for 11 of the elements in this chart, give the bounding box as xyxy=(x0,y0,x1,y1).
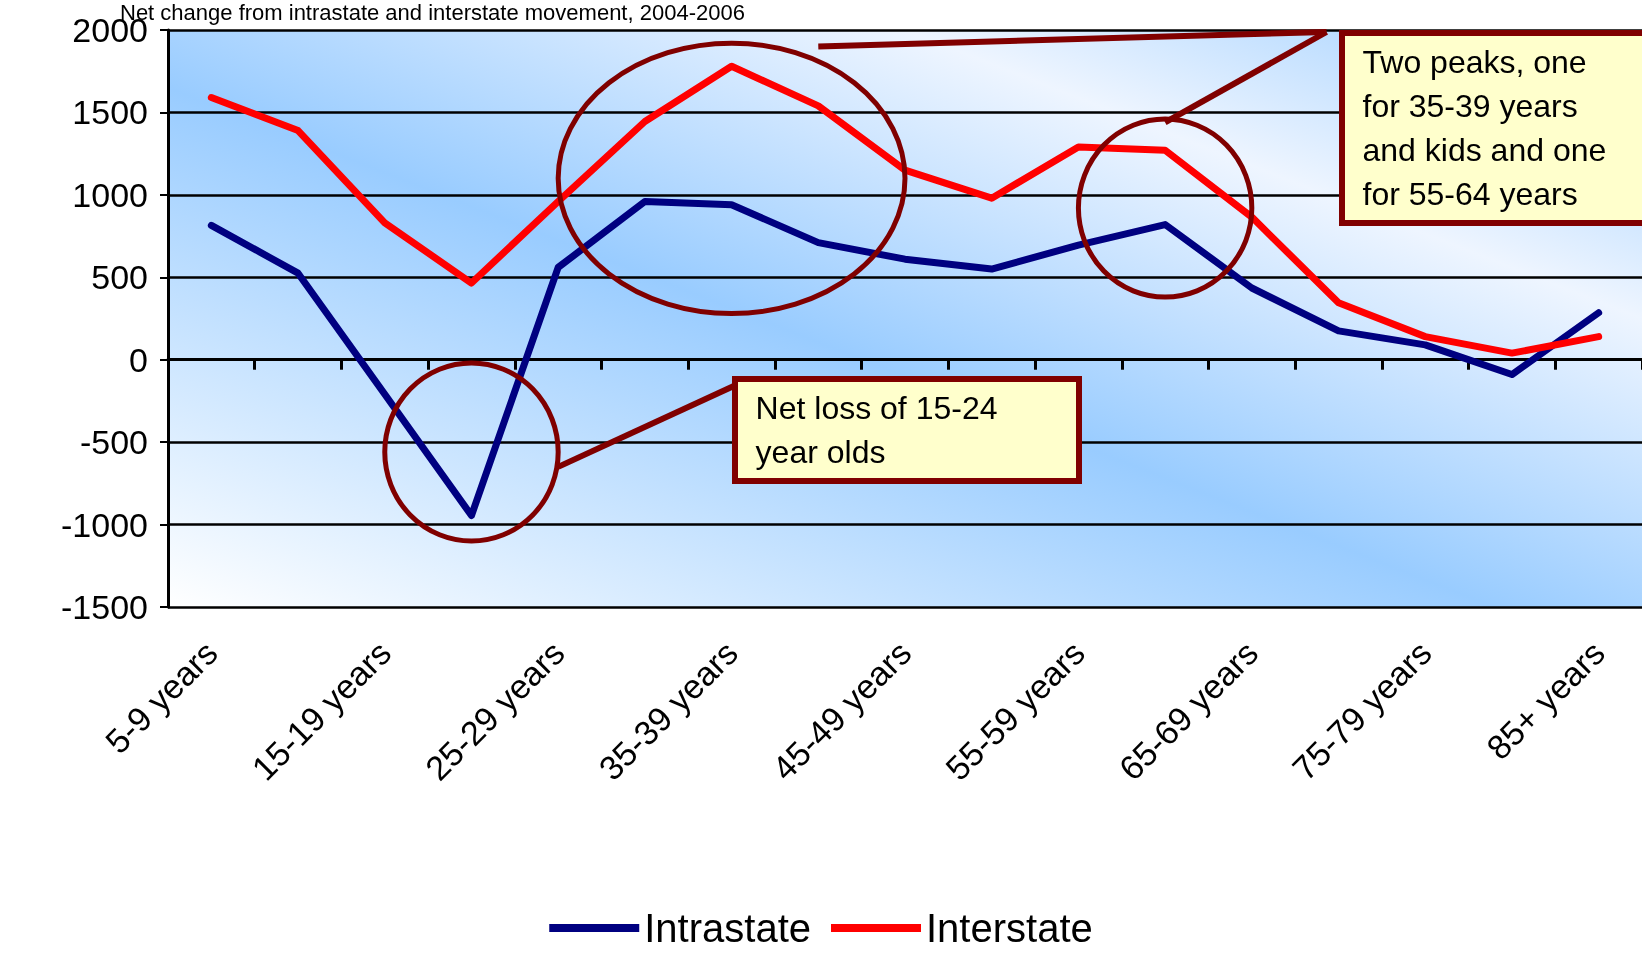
y-tick-label: 0 xyxy=(129,340,148,379)
y-tick-label: 1500 xyxy=(72,93,148,132)
y-tick-label: -500 xyxy=(79,423,148,462)
y-tick-label: 500 xyxy=(91,258,148,297)
callout-box: Two peaks, one for 35-39 years and kids and one for 55-64 years xyxy=(1338,30,1642,226)
callout-box: Net loss of 15-24 year olds xyxy=(731,376,1082,485)
legend-label: Interstate xyxy=(926,906,1093,950)
y-tick-label: -1000 xyxy=(61,505,148,544)
legend-label: Intrastate xyxy=(644,906,812,950)
y-tick-label: 1000 xyxy=(72,175,148,214)
y-tick-label: -1500 xyxy=(61,588,148,626)
